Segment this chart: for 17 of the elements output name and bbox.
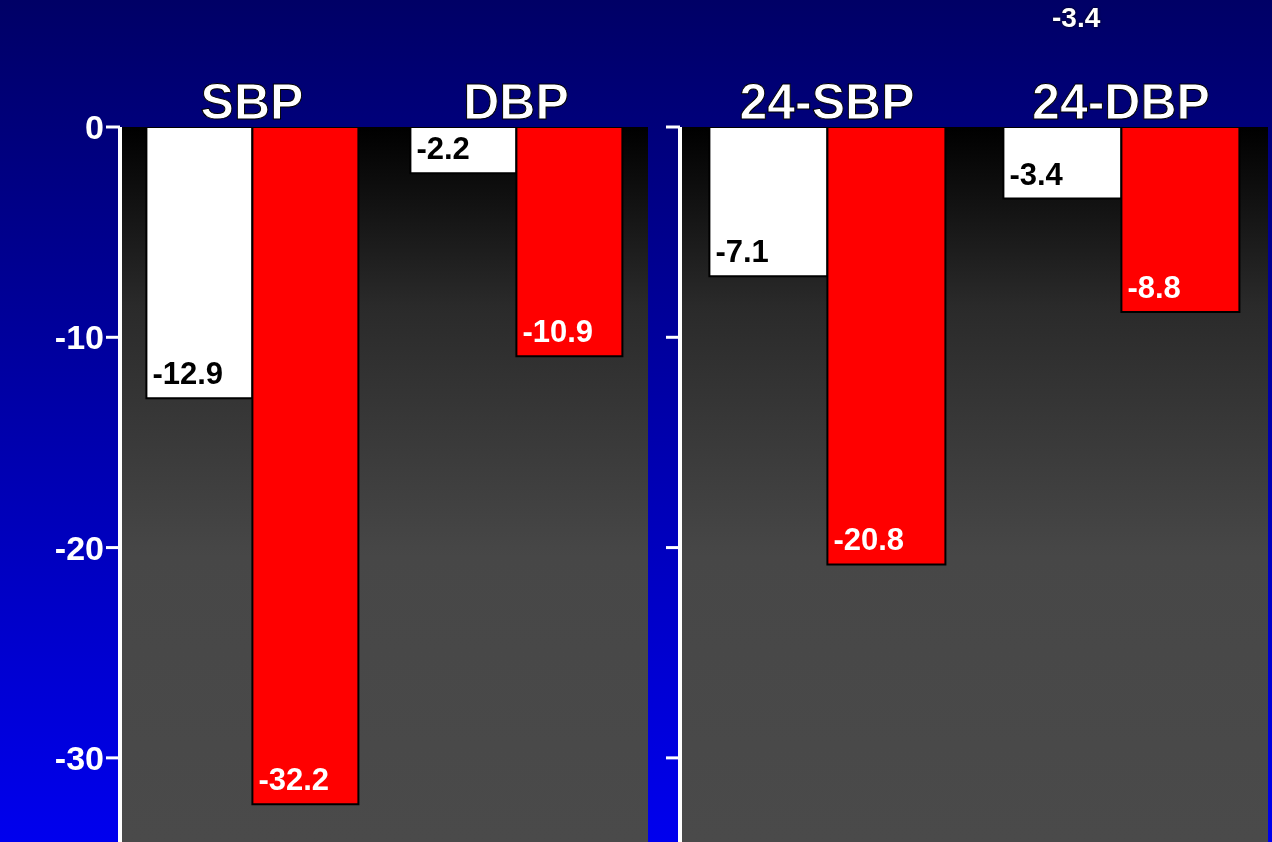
y-tick-label: -30 — [54, 738, 104, 777]
x-tick-label: 24-DBP — [1032, 74, 1210, 130]
data-label: -2.2 — [416, 131, 470, 167]
data-label: -3.4 — [1009, 156, 1064, 192]
y-tick-label: -10 — [54, 318, 104, 357]
data-label: -32.2 — [258, 762, 330, 798]
x-tick-label: SBP — [200, 74, 304, 130]
data-label: -7.1 — [715, 234, 769, 270]
data-label: -8.8 — [1127, 270, 1181, 306]
x-tick-label: DBP — [463, 74, 569, 130]
text: -3.4 — [1052, 2, 1101, 34]
data-label: -10.9 — [522, 314, 594, 350]
y-tick-label: -20 — [54, 528, 104, 567]
data-label: -20.8 — [833, 522, 905, 558]
x-tick-label: 24-SBP — [739, 74, 915, 130]
data-label: -12.9 — [152, 356, 224, 392]
y-tick-label: 0 — [85, 108, 104, 147]
